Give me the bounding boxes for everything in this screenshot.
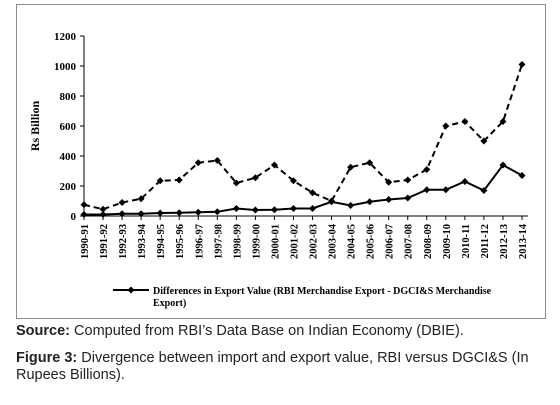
legend-diamond-marker (127, 286, 135, 294)
x-tick-label: 2006-07 (385, 224, 396, 259)
series-2-point (156, 177, 164, 185)
series-2-point (137, 195, 145, 203)
axes (80, 35, 528, 220)
y-tick-label: 800 (60, 91, 77, 103)
series-1-point (232, 205, 240, 212)
series-1-point (156, 209, 164, 217)
series-2-point (366, 159, 374, 167)
series-2-point (518, 61, 526, 68)
series-1-point (137, 210, 145, 218)
y-tick-label: 1200 (54, 31, 77, 43)
series-2-point (423, 166, 431, 173)
y-tick-label: 400 (60, 151, 77, 163)
series-1-point (118, 210, 126, 218)
series-1-point (194, 208, 202, 216)
figure-caption: Figure 3: Divergence between import and … (16, 350, 546, 384)
series-1-point (423, 186, 431, 194)
x-tick-label: 2004-05 (347, 224, 358, 259)
series-1-point (385, 196, 393, 203)
x-tick-label: 2001-02 (289, 224, 300, 259)
series-1-point (99, 211, 107, 218)
x-tick-labels: 1990-91 1991-92 1992-93 1993-94 1994-95 1995-… (80, 223, 529, 259)
x-tick-label: 1992-93 (118, 224, 129, 259)
chart-container: 0 200 400 600 800 1000 1200 1990-91 1991-92 1992… (16, 4, 546, 319)
series-2-point (270, 161, 278, 169)
series-1-point (175, 209, 183, 217)
legend-label-line1: Differences in Export Value (RBI Merchan… (153, 286, 492, 297)
source-caption: Source: Computed from RBI’s Data Base on… (16, 323, 546, 340)
y-axis-label: Rs Billion (28, 101, 42, 152)
x-tick-label: 2013-14 (518, 223, 529, 259)
x-tick-label: 1996-97 (194, 224, 205, 259)
x-tick-label: 1990-91 (80, 224, 91, 259)
series-2-point (385, 178, 393, 186)
series-1-point (518, 172, 526, 179)
x-tick-label: 2009-10 (442, 224, 453, 259)
series-1-point (442, 186, 450, 194)
source-label: Source: (16, 323, 70, 339)
series-1-point (404, 194, 412, 202)
series-2-point (232, 179, 240, 187)
series-1-point (270, 206, 278, 214)
y-tick-label: 1000 (54, 61, 77, 73)
series-1-point (289, 205, 297, 212)
x-tick-label: 1999-00 (251, 224, 262, 259)
series-1-point (499, 161, 507, 169)
series-2-point (499, 118, 507, 125)
series-2-line (83, 64, 523, 211)
x-tick-label: 2003-04 (328, 223, 339, 259)
series-2-point (404, 176, 412, 184)
x-tick-label: 2000-01 (270, 224, 281, 259)
series-1-point (251, 206, 259, 214)
series-1-point (309, 205, 317, 212)
series-2-point (213, 157, 221, 164)
series-2-point (328, 197, 336, 205)
figure-text: Divergence between import and export val… (16, 350, 529, 383)
y-tick-label: 200 (60, 181, 77, 193)
y-tick-labels: 0 200 400 600 800 1000 1200 (54, 31, 77, 223)
y-tick-label: 600 (60, 121, 77, 133)
x-tick-label: 1993-94 (137, 223, 148, 259)
x-tick-label: 2002-03 (309, 224, 320, 259)
legend-label-line2: Export) (153, 298, 186, 309)
x-tick-label: 2011-12 (480, 224, 491, 258)
series-2-point (347, 163, 355, 171)
x-tick-label: 2007-08 (404, 224, 415, 259)
x-tick-label: 1991-92 (99, 224, 110, 259)
x-tick-label: 2005-06 (366, 224, 377, 259)
series-2-point (480, 137, 488, 145)
series-2-point (99, 205, 107, 213)
series-2-point (175, 176, 183, 184)
source-text: Computed from RBI’s Data Base on Indian … (70, 323, 464, 339)
series-2-point (442, 122, 450, 130)
x-tick-label: 1997-98 (213, 224, 224, 259)
series-2-point (309, 189, 317, 197)
series-1-point (347, 202, 355, 209)
series-1-point (213, 208, 221, 216)
series-group (80, 61, 526, 218)
series-1-point (80, 211, 88, 218)
series-2 (80, 61, 526, 213)
series-1-point (461, 178, 469, 185)
series-2-point (289, 177, 297, 185)
series-2-point (80, 201, 88, 209)
line-chart: 0 200 400 600 800 1000 1200 1990-91 1991-92 1992… (28, 31, 529, 309)
x-tick-label: 2012-13 (499, 224, 510, 259)
series-2-point (461, 118, 469, 125)
series-1-point (480, 187, 488, 194)
series-1-point (366, 198, 374, 206)
series-2-point (194, 159, 202, 167)
x-tick-label: 2010-11 (461, 224, 472, 258)
series-2-point (118, 199, 126, 206)
x-tick-label: 1995-96 (175, 224, 186, 259)
x-tick-label: 1998-99 (232, 224, 243, 259)
figure-label: Figure 3: (16, 350, 78, 366)
y-tick-label: 0 (71, 211, 77, 223)
x-tick-label: 1994-95 (156, 224, 167, 259)
series-1 (80, 161, 526, 218)
series-2-point (251, 174, 259, 182)
x-tick-label: 2008-09 (423, 224, 434, 259)
legend: Differences in Export Value (RBI Merchan… (113, 286, 492, 309)
